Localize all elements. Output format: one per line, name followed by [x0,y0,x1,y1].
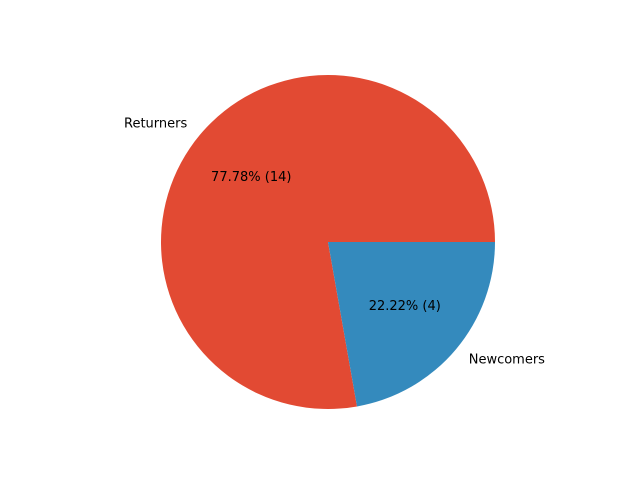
slice-label-returners: Returners [124,116,187,131]
slice-percent-returners: 77.78% (14) [211,170,291,185]
pie-slice-newcomers [328,242,496,407]
pie-labels: Returners 77.78% (14) Newcomers 22.22% (4) [124,116,545,367]
slice-label-newcomers: Newcomers [469,353,545,368]
pie-slice-returners [161,74,495,409]
slice-percent-newcomers: 22.22% (4) [369,299,441,314]
pie-slices [161,74,496,409]
